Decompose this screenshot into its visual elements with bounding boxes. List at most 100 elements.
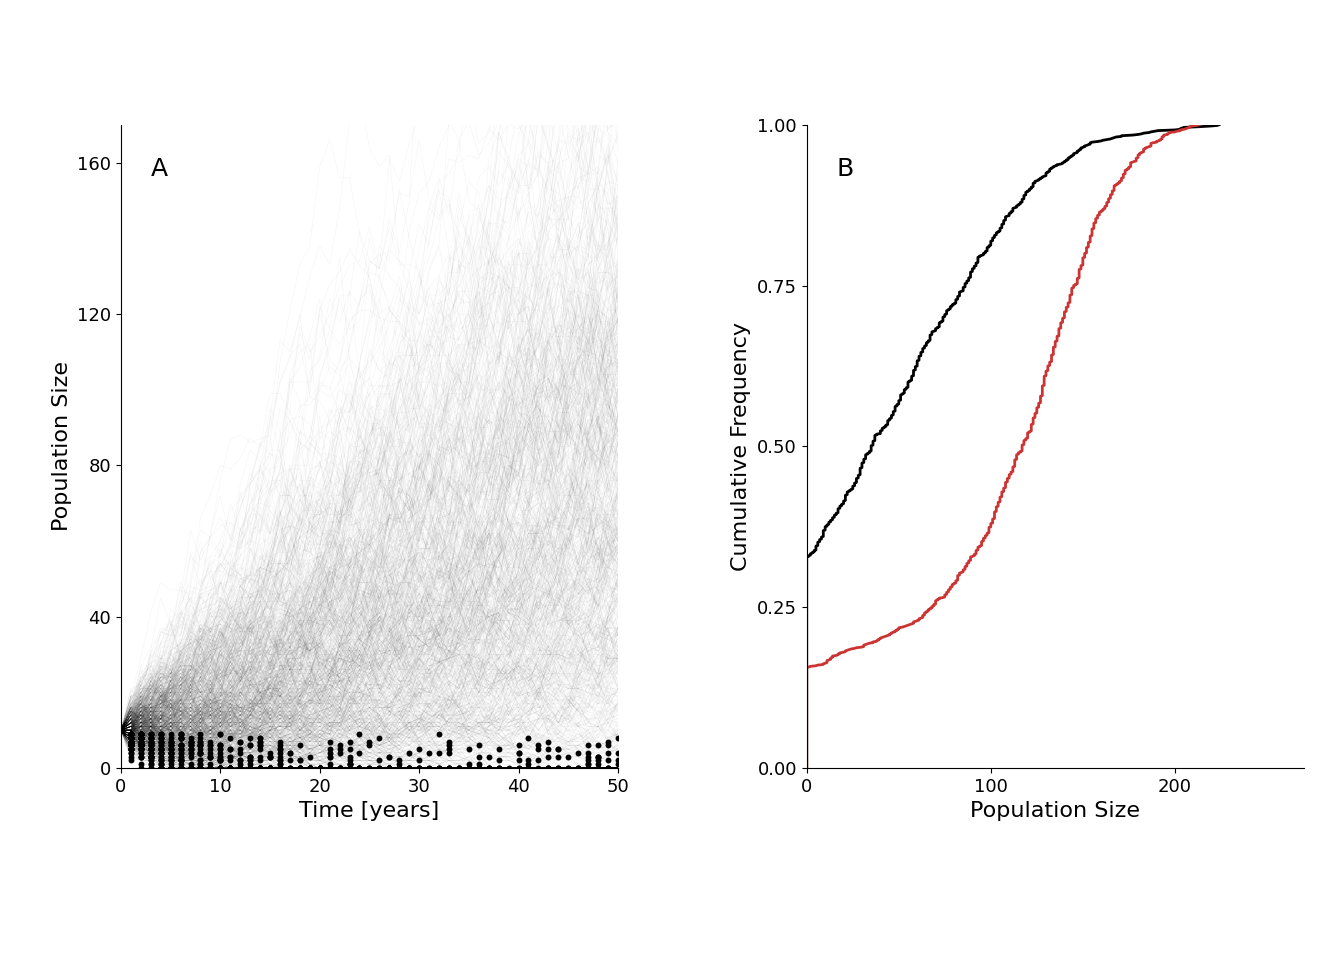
Point xyxy=(488,760,509,776)
Point xyxy=(110,723,132,738)
Point xyxy=(160,760,181,776)
Point xyxy=(250,749,271,764)
Point xyxy=(239,760,261,776)
Point xyxy=(110,723,132,738)
Point xyxy=(210,753,231,768)
Point xyxy=(130,727,152,742)
Point xyxy=(348,745,370,760)
Point xyxy=(110,723,132,738)
Point xyxy=(140,745,161,760)
Point xyxy=(120,730,141,745)
Point xyxy=(219,749,241,764)
Point xyxy=(130,730,152,745)
Point xyxy=(239,760,261,776)
Point xyxy=(339,760,360,776)
Y-axis label: Cumulative Frequency: Cumulative Frequency xyxy=(731,322,751,571)
Point xyxy=(110,723,132,738)
Point xyxy=(517,753,539,768)
Point xyxy=(151,756,172,772)
Point xyxy=(110,723,132,738)
Point xyxy=(120,730,141,745)
Point xyxy=(210,753,231,768)
Point xyxy=(607,756,629,772)
Point xyxy=(230,753,251,768)
Point xyxy=(578,760,599,776)
Point xyxy=(309,760,331,776)
Point xyxy=(110,723,132,738)
Point xyxy=(239,730,261,745)
Point xyxy=(230,760,251,776)
Point xyxy=(110,723,132,738)
Point xyxy=(160,737,181,753)
Point xyxy=(567,760,589,776)
Point xyxy=(219,760,241,776)
Point xyxy=(130,737,152,753)
Point xyxy=(250,733,271,749)
Point xyxy=(140,749,161,764)
Point xyxy=(180,760,202,776)
Point xyxy=(130,741,152,756)
Point xyxy=(110,723,132,738)
Point xyxy=(190,760,211,776)
Point xyxy=(289,760,310,776)
Point xyxy=(110,723,132,738)
Point xyxy=(120,730,141,745)
Point xyxy=(110,723,132,738)
Point xyxy=(120,733,141,749)
Point xyxy=(259,749,281,764)
Point xyxy=(379,760,401,776)
Point xyxy=(110,723,132,738)
Point xyxy=(210,741,231,756)
Point xyxy=(110,723,132,738)
Point xyxy=(269,753,290,768)
Point xyxy=(110,723,132,738)
Point xyxy=(140,749,161,764)
Point xyxy=(130,733,152,749)
Point xyxy=(398,760,419,776)
Point xyxy=(160,745,181,760)
Point xyxy=(169,753,191,768)
Point xyxy=(169,760,191,776)
Point xyxy=(190,760,211,776)
Point xyxy=(180,760,202,776)
Point xyxy=(110,723,132,738)
Point xyxy=(110,723,132,738)
Point xyxy=(250,760,271,776)
Point xyxy=(110,723,132,738)
Point xyxy=(110,723,132,738)
Point xyxy=(547,741,569,756)
Point xyxy=(169,753,191,768)
Point xyxy=(280,745,301,760)
Point xyxy=(120,727,141,742)
Point xyxy=(140,737,161,753)
Point xyxy=(110,723,132,738)
Point xyxy=(140,730,161,745)
Point xyxy=(239,737,261,753)
Point xyxy=(269,741,290,756)
Point xyxy=(120,727,141,742)
Point xyxy=(269,760,290,776)
Point xyxy=(110,723,132,738)
Point xyxy=(180,760,202,776)
Point xyxy=(110,723,132,738)
Point xyxy=(120,727,141,742)
Point xyxy=(110,723,132,738)
Point xyxy=(269,753,290,768)
Point xyxy=(538,760,559,776)
Point xyxy=(151,741,172,756)
Point xyxy=(151,760,172,776)
Point xyxy=(110,723,132,738)
Point xyxy=(309,760,331,776)
Point xyxy=(210,753,231,768)
Point xyxy=(259,760,281,776)
Point xyxy=(210,760,231,776)
Point xyxy=(538,760,559,776)
Point xyxy=(210,737,231,753)
Point xyxy=(169,760,191,776)
Point xyxy=(269,760,290,776)
Point xyxy=(269,760,290,776)
Point xyxy=(190,730,211,745)
Point xyxy=(110,723,132,738)
Point xyxy=(130,737,152,753)
Point xyxy=(140,745,161,760)
